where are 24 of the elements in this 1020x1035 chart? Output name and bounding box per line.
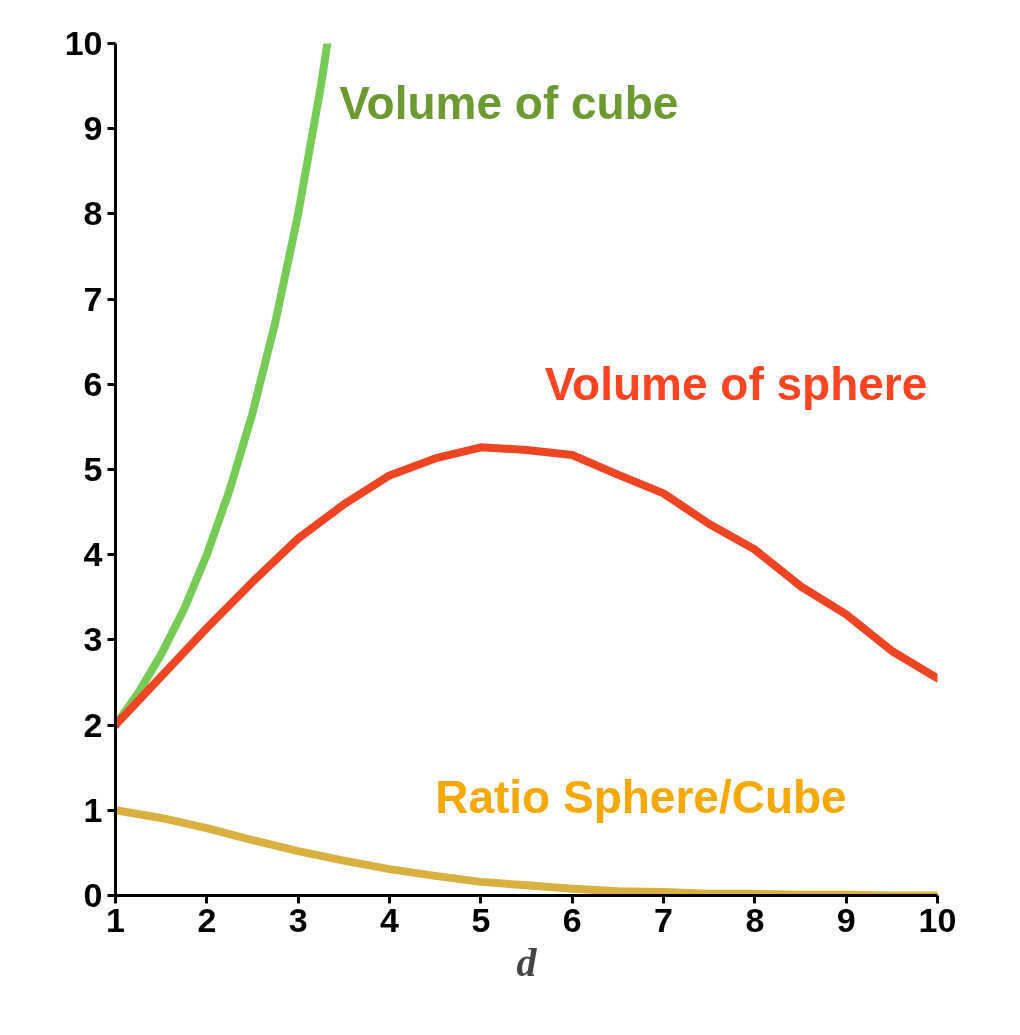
series-label: Volume of sphere	[544, 357, 928, 410]
y-tick-label: 3	[83, 620, 103, 659]
y-tick-label: 7	[83, 279, 103, 318]
y-tick-label: 4	[83, 535, 103, 574]
x-tick-label: 9	[836, 900, 856, 939]
series-label: Ratio Sphere/Cube	[435, 771, 847, 824]
x-tick-label: 6	[562, 900, 582, 939]
y-tick-label: 0	[83, 876, 103, 914]
y-tick-label: 2	[83, 705, 103, 744]
x-tick-label: 5	[471, 900, 491, 939]
x-tick-label: 4	[380, 900, 400, 939]
y-tick-label: 9	[83, 109, 103, 148]
x-tick-label: 7	[654, 900, 673, 939]
y-tick-label: 8	[83, 194, 103, 233]
y-tick-label: 10	[64, 24, 103, 62]
y-tick-label: 5	[83, 450, 103, 488]
x-tick-label: 10	[918, 900, 957, 939]
x-tick-label: 8	[745, 900, 765, 939]
x-axis-title: d	[516, 939, 538, 985]
x-tick-label: 3	[288, 900, 308, 939]
y-tick-label: 1	[83, 790, 103, 829]
y-tick-label: 6	[83, 364, 103, 403]
series-label: Volume of cube	[339, 76, 679, 129]
x-tick-label: 2	[197, 900, 217, 939]
